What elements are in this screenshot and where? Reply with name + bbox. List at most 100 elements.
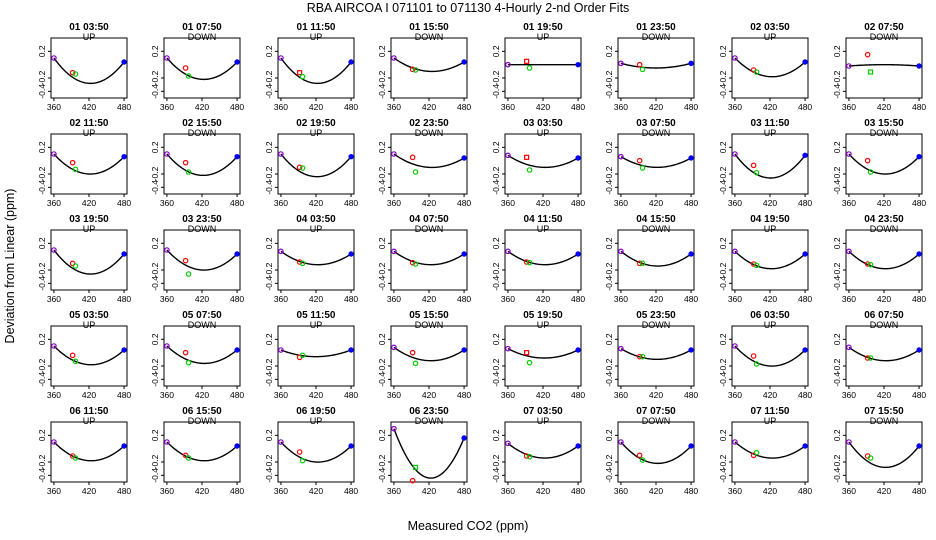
ref-point-low	[505, 345, 511, 352]
measured-point	[296, 259, 303, 265]
panel-direction: UP	[764, 32, 777, 42]
y-tick-label: -0.4	[377, 468, 387, 483]
fitted-point	[185, 455, 192, 461]
y-tick-label: -0.4	[718, 276, 728, 291]
x-tick-label: 480	[798, 102, 812, 112]
y-tick-label: -0.4	[150, 372, 160, 387]
x-tick-label: 420	[422, 102, 436, 112]
panel-title: 02 23:50	[409, 118, 449, 129]
y-tick-label: 0.2	[604, 141, 614, 153]
y-tick-label: -0.2	[150, 358, 160, 373]
y-tick-label: -0.2	[150, 166, 160, 181]
y-tick-label: -0.4	[37, 276, 47, 291]
fit-curve	[53, 153, 125, 175]
panel-title: 01 07:50	[182, 22, 222, 33]
fitted-point	[72, 358, 79, 365]
fit-curve	[734, 250, 806, 270]
y-tick-label: -0.4	[150, 84, 160, 99]
panel-title: 03 23:50	[182, 214, 222, 225]
panel-title: 01 15:50	[409, 22, 449, 33]
x-tick-label: 420	[422, 198, 436, 208]
fit-curve	[848, 153, 920, 175]
y-tick-label: -0.4	[832, 84, 842, 99]
fitted-point	[753, 262, 760, 269]
ref-point-high	[461, 155, 467, 161]
measured-point	[296, 164, 303, 171]
x-tick-label: 420	[649, 102, 663, 112]
plot-frame	[617, 421, 695, 483]
panel-direction: UP	[537, 320, 550, 330]
x-tick-label: 420	[877, 390, 891, 400]
y-tick-label: -0.2	[37, 166, 47, 181]
plot-frame	[390, 421, 468, 483]
fitted-point	[753, 361, 760, 367]
measured-point	[636, 353, 643, 360]
y-tick-label: 0.2	[377, 141, 387, 153]
ref-point-low	[51, 439, 57, 445]
y-tick-label: 0.2	[832, 237, 842, 249]
panel-direction: DOWN	[415, 416, 444, 426]
y-tick-label: -0.4	[718, 372, 728, 387]
fitted-point	[412, 169, 419, 175]
fitted-point	[412, 464, 419, 470]
plot-frame	[845, 325, 923, 387]
x-tick-label: 420	[649, 294, 663, 304]
x-tick-label: 480	[457, 294, 471, 304]
y-tick-label: -0.4	[718, 84, 728, 99]
x-tick-label: 360	[274, 198, 288, 208]
x-tick-label: 480	[912, 390, 926, 400]
x-tick-label: 360	[614, 390, 628, 400]
y-tick-label: 0.2	[832, 45, 842, 57]
fitted-point	[299, 457, 306, 464]
ref-point-high	[234, 443, 240, 449]
x-tick-label: 420	[422, 390, 436, 400]
x-tick-label: 420	[877, 198, 891, 208]
y-tick-label: -0.4	[377, 372, 387, 387]
y-tick-label: 0.2	[264, 429, 274, 441]
y-tick-label: -0.2	[604, 454, 614, 469]
panel-title: 07 11:50	[751, 406, 790, 417]
panel-direction: UP	[537, 128, 550, 138]
y-tick-label: 0.2	[150, 237, 160, 249]
x-tick-label: 360	[387, 198, 401, 208]
y-tick-label: -0.2	[718, 358, 728, 373]
x-tick-label: 360	[501, 198, 515, 208]
fit-curve	[280, 349, 352, 358]
fit-curve	[280, 57, 352, 85]
ref-point-low	[505, 152, 511, 159]
x-tick-label: 420	[536, 294, 550, 304]
ref-point-low	[846, 248, 852, 255]
ref-point-low	[164, 439, 170, 445]
y-tick-label: -0.2	[832, 454, 842, 469]
y-tick-label: -0.4	[150, 180, 160, 195]
panel-direction: DOWN	[870, 32, 899, 42]
ref-point-low	[164, 151, 170, 157]
ref-point-high	[234, 153, 240, 160]
x-tick-label: 480	[117, 102, 131, 112]
measured-point	[409, 66, 416, 73]
panel-title: 01 19:50	[523, 22, 563, 33]
fit-curve	[734, 57, 806, 78]
y-tick-label: -0.2	[150, 262, 160, 277]
y-tick-label: -0.4	[377, 276, 387, 291]
ref-point-low	[505, 61, 511, 68]
panel-title: 07 15:50	[864, 406, 904, 417]
x-tick-label: 480	[230, 294, 244, 304]
y-tick-label: -0.4	[604, 276, 614, 291]
y-tick-label: -0.2	[491, 262, 501, 277]
x-tick-label: 480	[684, 198, 698, 208]
ref-point-high	[916, 443, 922, 449]
y-tick-label: 0.2	[37, 141, 47, 153]
